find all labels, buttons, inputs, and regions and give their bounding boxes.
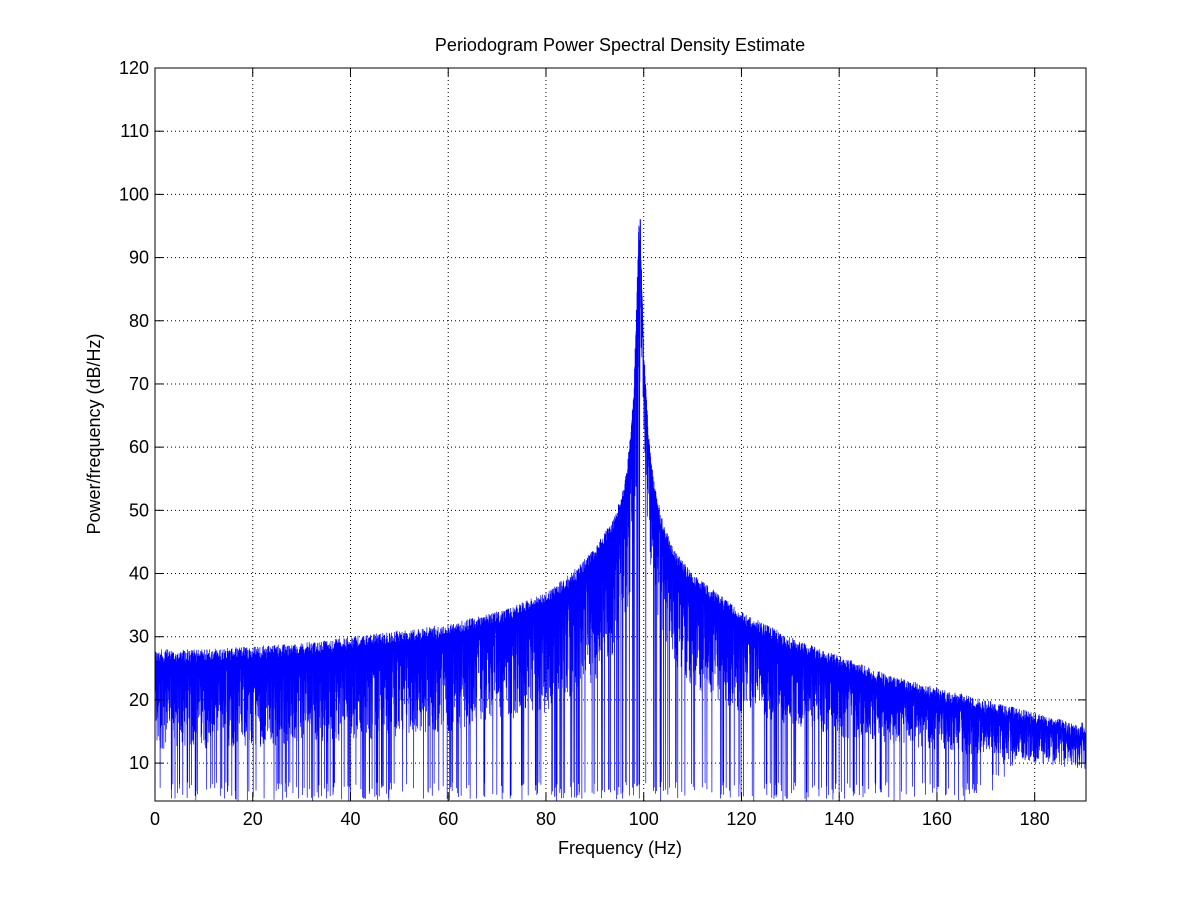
y-tick-label: 30 xyxy=(129,627,149,647)
x-axis-label: Frequency (Hz) xyxy=(558,838,682,858)
y-tick-label: 120 xyxy=(119,58,149,78)
x-tick-label: 180 xyxy=(1020,809,1050,829)
x-tick-label: 40 xyxy=(340,809,360,829)
y-tick-label: 70 xyxy=(129,374,149,394)
y-tick-label: 60 xyxy=(129,437,149,457)
y-tick-label: 20 xyxy=(129,690,149,710)
y-tick-label: 10 xyxy=(129,753,149,773)
y-tick-labels: 10 20 30 40 50 60 70 80 90 100 110 120 xyxy=(119,58,149,773)
plot-frame xyxy=(154,67,1087,802)
x-tick-label: 120 xyxy=(726,809,756,829)
y-tick-label: 100 xyxy=(119,184,149,204)
x-tick-labels: 0 20 40 60 80 100 120 140 160 180 xyxy=(150,809,1050,829)
psd-series-line xyxy=(155,219,1086,801)
y-tick-label: 40 xyxy=(129,564,149,584)
x-tick-label: 20 xyxy=(243,809,263,829)
y-tick-label: 80 xyxy=(129,311,149,331)
x-tick-label: 140 xyxy=(824,809,854,829)
x-tick-label: 160 xyxy=(922,809,952,829)
x-tick-label: 60 xyxy=(438,809,458,829)
y-tick-label: 90 xyxy=(129,248,149,268)
x-tick-label: 0 xyxy=(150,809,160,829)
y-tick-label: 50 xyxy=(129,500,149,520)
y-tick-label: 110 xyxy=(120,121,149,141)
chart-title: Periodogram Power Spectral Density Estim… xyxy=(435,35,805,55)
ticks xyxy=(154,67,1086,801)
x-tick-label: 80 xyxy=(536,809,556,829)
y-axis-label: Power/frequency (dB/Hz) xyxy=(84,333,104,534)
data-series xyxy=(155,219,1086,801)
x-tick-label: 100 xyxy=(629,809,659,829)
